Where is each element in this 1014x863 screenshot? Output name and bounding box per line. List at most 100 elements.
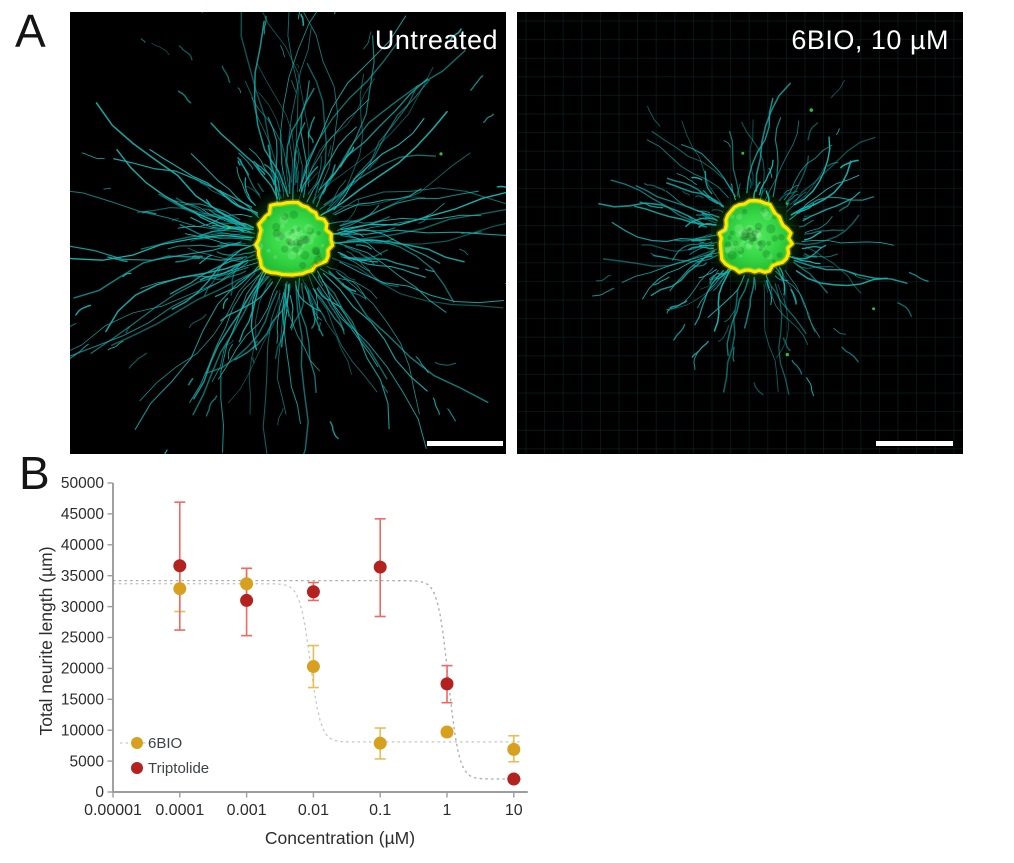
neurite xyxy=(598,202,705,225)
x-tick-label: 10 xyxy=(505,802,523,819)
neurite xyxy=(785,155,810,203)
y-tick-label: 30000 xyxy=(61,599,104,616)
neurite xyxy=(262,12,310,188)
neurite xyxy=(804,229,845,235)
texture-blot xyxy=(290,229,296,234)
texture-blot xyxy=(754,229,761,236)
neurite xyxy=(332,187,506,215)
neurite xyxy=(309,289,352,375)
data-point xyxy=(440,677,454,691)
texture-blot xyxy=(292,225,298,231)
neurite xyxy=(187,377,194,386)
texture-blot xyxy=(741,208,748,215)
neurite xyxy=(335,270,420,415)
neurite xyxy=(303,12,339,193)
neurite xyxy=(237,87,242,94)
neurite xyxy=(786,139,830,212)
texture-blot xyxy=(772,259,776,264)
texture-blot xyxy=(289,210,299,219)
neurite xyxy=(806,377,815,397)
neurite xyxy=(257,183,264,193)
neurite xyxy=(783,184,799,195)
neurite xyxy=(801,239,894,246)
neurite xyxy=(248,284,268,415)
dose-response-chart: 0.00001 0.0001 0.001 0.01 0.1 1 10 0 5000 10000 15… xyxy=(30,460,610,860)
neurite xyxy=(381,384,389,393)
texture-blot xyxy=(272,229,281,238)
neurite xyxy=(107,256,128,262)
neurite xyxy=(687,215,707,228)
texture-blot xyxy=(739,232,749,241)
texture-blot xyxy=(741,232,750,241)
neurite xyxy=(665,190,719,222)
neurite xyxy=(726,278,750,357)
y-tick-label: 45000 xyxy=(61,506,104,523)
neurite-field xyxy=(70,12,506,454)
neurite xyxy=(280,44,285,58)
texture-blot xyxy=(760,208,769,217)
texture-blot xyxy=(766,253,773,260)
texture-blot xyxy=(745,243,753,250)
neurite xyxy=(666,309,670,314)
data-point xyxy=(173,582,187,596)
neurite xyxy=(205,395,218,417)
neurite xyxy=(164,449,168,454)
neurite xyxy=(236,166,253,204)
texture-blot xyxy=(734,224,744,234)
neurite xyxy=(300,166,319,193)
x-tick-label: 0.01 xyxy=(298,802,329,819)
neurite xyxy=(596,274,611,282)
neurite xyxy=(765,120,800,201)
neurite xyxy=(805,246,862,294)
texture-blot xyxy=(285,238,293,245)
neurite xyxy=(203,248,243,297)
neurite xyxy=(602,248,717,267)
neurite xyxy=(344,245,375,266)
texture-blot xyxy=(745,227,754,235)
texture-blot xyxy=(312,248,320,255)
texture-blot xyxy=(281,213,286,218)
neurite xyxy=(709,274,715,280)
micrograph-6bio-image xyxy=(517,12,963,454)
neurite xyxy=(448,28,462,43)
fluorescent-speck xyxy=(439,152,443,156)
neurite xyxy=(836,128,840,135)
neurite xyxy=(323,154,437,206)
texture-blot xyxy=(771,235,778,242)
neurite xyxy=(830,80,845,99)
micrograph-6bio-label: 6BIO, 10 µM xyxy=(791,25,949,55)
neurite xyxy=(221,65,231,83)
neurite xyxy=(199,254,213,265)
neurite xyxy=(802,217,808,220)
texture-blot xyxy=(741,229,751,238)
neurite xyxy=(319,85,418,210)
texture-blot xyxy=(729,230,735,236)
neurite xyxy=(341,282,357,293)
neurosphere-texture xyxy=(256,210,325,269)
neurite xyxy=(791,359,803,375)
neurite xyxy=(263,15,267,35)
texture-blot xyxy=(732,240,739,247)
neurite xyxy=(840,159,859,169)
fluorescent-speck xyxy=(227,226,231,230)
texture-blot xyxy=(758,247,763,251)
neurite xyxy=(227,343,233,360)
neurite xyxy=(277,288,287,415)
neurite xyxy=(306,126,357,203)
neurite xyxy=(307,287,322,321)
texture-blot xyxy=(741,239,745,244)
neurosphere-outline xyxy=(717,198,794,274)
neurite xyxy=(415,356,429,374)
neurite xyxy=(291,79,296,93)
neurite xyxy=(849,271,872,281)
neurite xyxy=(653,276,670,286)
texture-blot xyxy=(766,224,776,234)
neurite xyxy=(111,267,264,346)
neurite xyxy=(774,283,790,395)
texture-blot xyxy=(287,239,295,247)
neurite xyxy=(237,156,250,176)
texture-blot xyxy=(725,245,735,255)
texture-blot xyxy=(300,250,310,260)
neurite xyxy=(339,208,506,244)
texture-blot xyxy=(291,250,297,255)
